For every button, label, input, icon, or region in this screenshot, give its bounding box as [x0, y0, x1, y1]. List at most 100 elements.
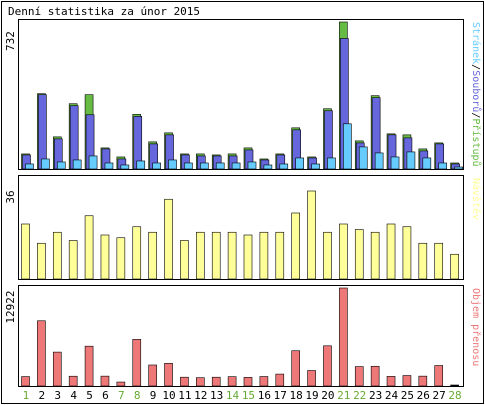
- bar-stranky-11: [184, 162, 193, 170]
- bar-volume-8: [132, 339, 142, 387]
- bar-visits-12: [196, 231, 205, 280]
- bar-visits-8: [132, 226, 142, 280]
- bar-visits-7: [116, 237, 126, 280]
- bar-volume-17: [275, 373, 285, 387]
- bar-visits-15: [243, 234, 253, 280]
- chart-title: Denní statistika za únor 2015: [8, 5, 200, 18]
- bar-stranky-5: [88, 155, 98, 170]
- bar-stranky-20: [327, 157, 336, 170]
- bar-volume-23: [370, 365, 380, 387]
- x-tick-label-1: 1: [23, 389, 30, 402]
- bar-soubory-2: [38, 94, 47, 170]
- bar-volume-1: [21, 376, 30, 387]
- bar-stranky-25: [406, 151, 416, 170]
- bar-volume-28: [450, 384, 459, 387]
- x-axis-day-labels: 1 2 3 4 5 6 7 8 9 10 11 12 13 14 15 16 17 18 19 20 21 22 23 24 2…: [23, 389, 462, 402]
- bar-stranky-17: [279, 163, 289, 170]
- bar-visits-14: [227, 231, 237, 280]
- bar-visits-9: [148, 231, 157, 280]
- panel-frame-traffic: [18, 19, 464, 170]
- bar-stranky-4: [72, 159, 82, 170]
- bar-visits-20: [323, 231, 332, 280]
- bar-visits-24: [386, 223, 396, 280]
- x-tick-label-17: 17: [274, 389, 287, 402]
- bar-stranky-24: [390, 156, 400, 170]
- bar-stranky-15: [247, 161, 257, 170]
- bar-stranky-1: [25, 163, 34, 170]
- y-max-label-visits: 36: [4, 190, 17, 203]
- bar-volume-9: [148, 364, 157, 387]
- bar-stranky-27: [438, 162, 448, 170]
- panel-frame-visits: [18, 175, 464, 280]
- legend-volume: Objem přenosu: [470, 288, 482, 366]
- bar-volume-26: [418, 375, 428, 387]
- x-tick-label-16: 16: [258, 389, 271, 402]
- bar-volume-2: [37, 320, 46, 387]
- bar-stranky-26: [422, 157, 432, 170]
- bar-stranky-14: [231, 162, 241, 170]
- bar-volume-27: [434, 365, 444, 387]
- bar-visits-18: [291, 212, 300, 280]
- bar-volume-12: [196, 377, 205, 387]
- bar-stranky-6: [104, 162, 114, 170]
- x-tick-label-13: 13: [210, 389, 223, 402]
- bar-visits-17: [275, 231, 285, 280]
- bar-visits-5: [84, 215, 94, 280]
- bar-visits-26: [418, 242, 428, 280]
- bar-volume-24: [386, 376, 396, 387]
- x-tick-label-24: 24: [385, 389, 399, 402]
- bar-visits-1: [21, 223, 30, 280]
- bar-volume-14: [227, 376, 237, 387]
- x-tick-label-22: 22: [353, 389, 366, 402]
- bar-stranky-7: [120, 164, 130, 170]
- x-tick-label-3: 3: [54, 389, 61, 402]
- bar-visits-25: [402, 226, 412, 280]
- x-tick-label-9: 9: [150, 389, 157, 402]
- x-tick-label-5: 5: [86, 389, 93, 402]
- bar-visits-6: [100, 234, 110, 280]
- y-max-label-traffic: 732: [4, 31, 17, 51]
- bar-volume-10: [164, 363, 173, 387]
- bar-visits-10: [164, 198, 173, 280]
- bar-volume-18: [291, 350, 300, 387]
- legend-traffic: Stránek/Souborů/Přístupů: [470, 22, 482, 167]
- bar-visits-19: [307, 190, 316, 280]
- bar-stranky-22: [358, 146, 368, 170]
- legend-entry-visits-0: Návštěv: [470, 178, 482, 220]
- legend-entry-traffic-0: Stránek: [470, 22, 482, 64]
- x-tick-label-25: 25: [401, 389, 414, 402]
- bar-visits-27: [434, 242, 444, 280]
- x-tick-label-8: 8: [134, 389, 141, 402]
- x-tick-label-23: 23: [369, 389, 382, 402]
- bar-visits-2: [37, 242, 46, 280]
- bar-volume-21: [339, 287, 348, 387]
- bar-visits-16: [259, 231, 269, 280]
- bar-volume-7: [116, 381, 126, 387]
- x-tick-label-28: 28: [448, 389, 461, 402]
- legend-entry-traffic-2: Přístupů: [470, 118, 482, 166]
- x-tick-label-4: 4: [70, 389, 77, 402]
- legend-visits: Návštěv: [470, 178, 482, 220]
- x-tick-label-20: 20: [321, 389, 334, 402]
- bar-volume-4: [68, 375, 78, 387]
- bar-stranky-28: [454, 166, 463, 170]
- x-tick-label-19: 19: [305, 389, 318, 402]
- x-tick-label-14: 14: [226, 389, 240, 402]
- bar-stranky-9: [152, 162, 161, 170]
- x-tick-label-6: 6: [102, 389, 109, 402]
- bar-volume-6: [100, 375, 110, 387]
- bar-stranky-2: [41, 158, 50, 170]
- panel-traffic: 732 Stránek/Souborů/Přístupů: [4, 19, 482, 170]
- bar-volume-20: [323, 345, 332, 387]
- bar-stranky-19: [311, 163, 320, 170]
- bar-visits-13: [211, 231, 221, 280]
- panel-frame-volume: [18, 285, 464, 387]
- x-tick-label-10: 10: [162, 389, 175, 402]
- legend-entry-traffic-1: Souborů: [470, 70, 482, 112]
- bar-visits-28: [450, 253, 459, 280]
- bar-visits-3: [52, 231, 62, 280]
- x-tick-label-11: 11: [178, 389, 191, 402]
